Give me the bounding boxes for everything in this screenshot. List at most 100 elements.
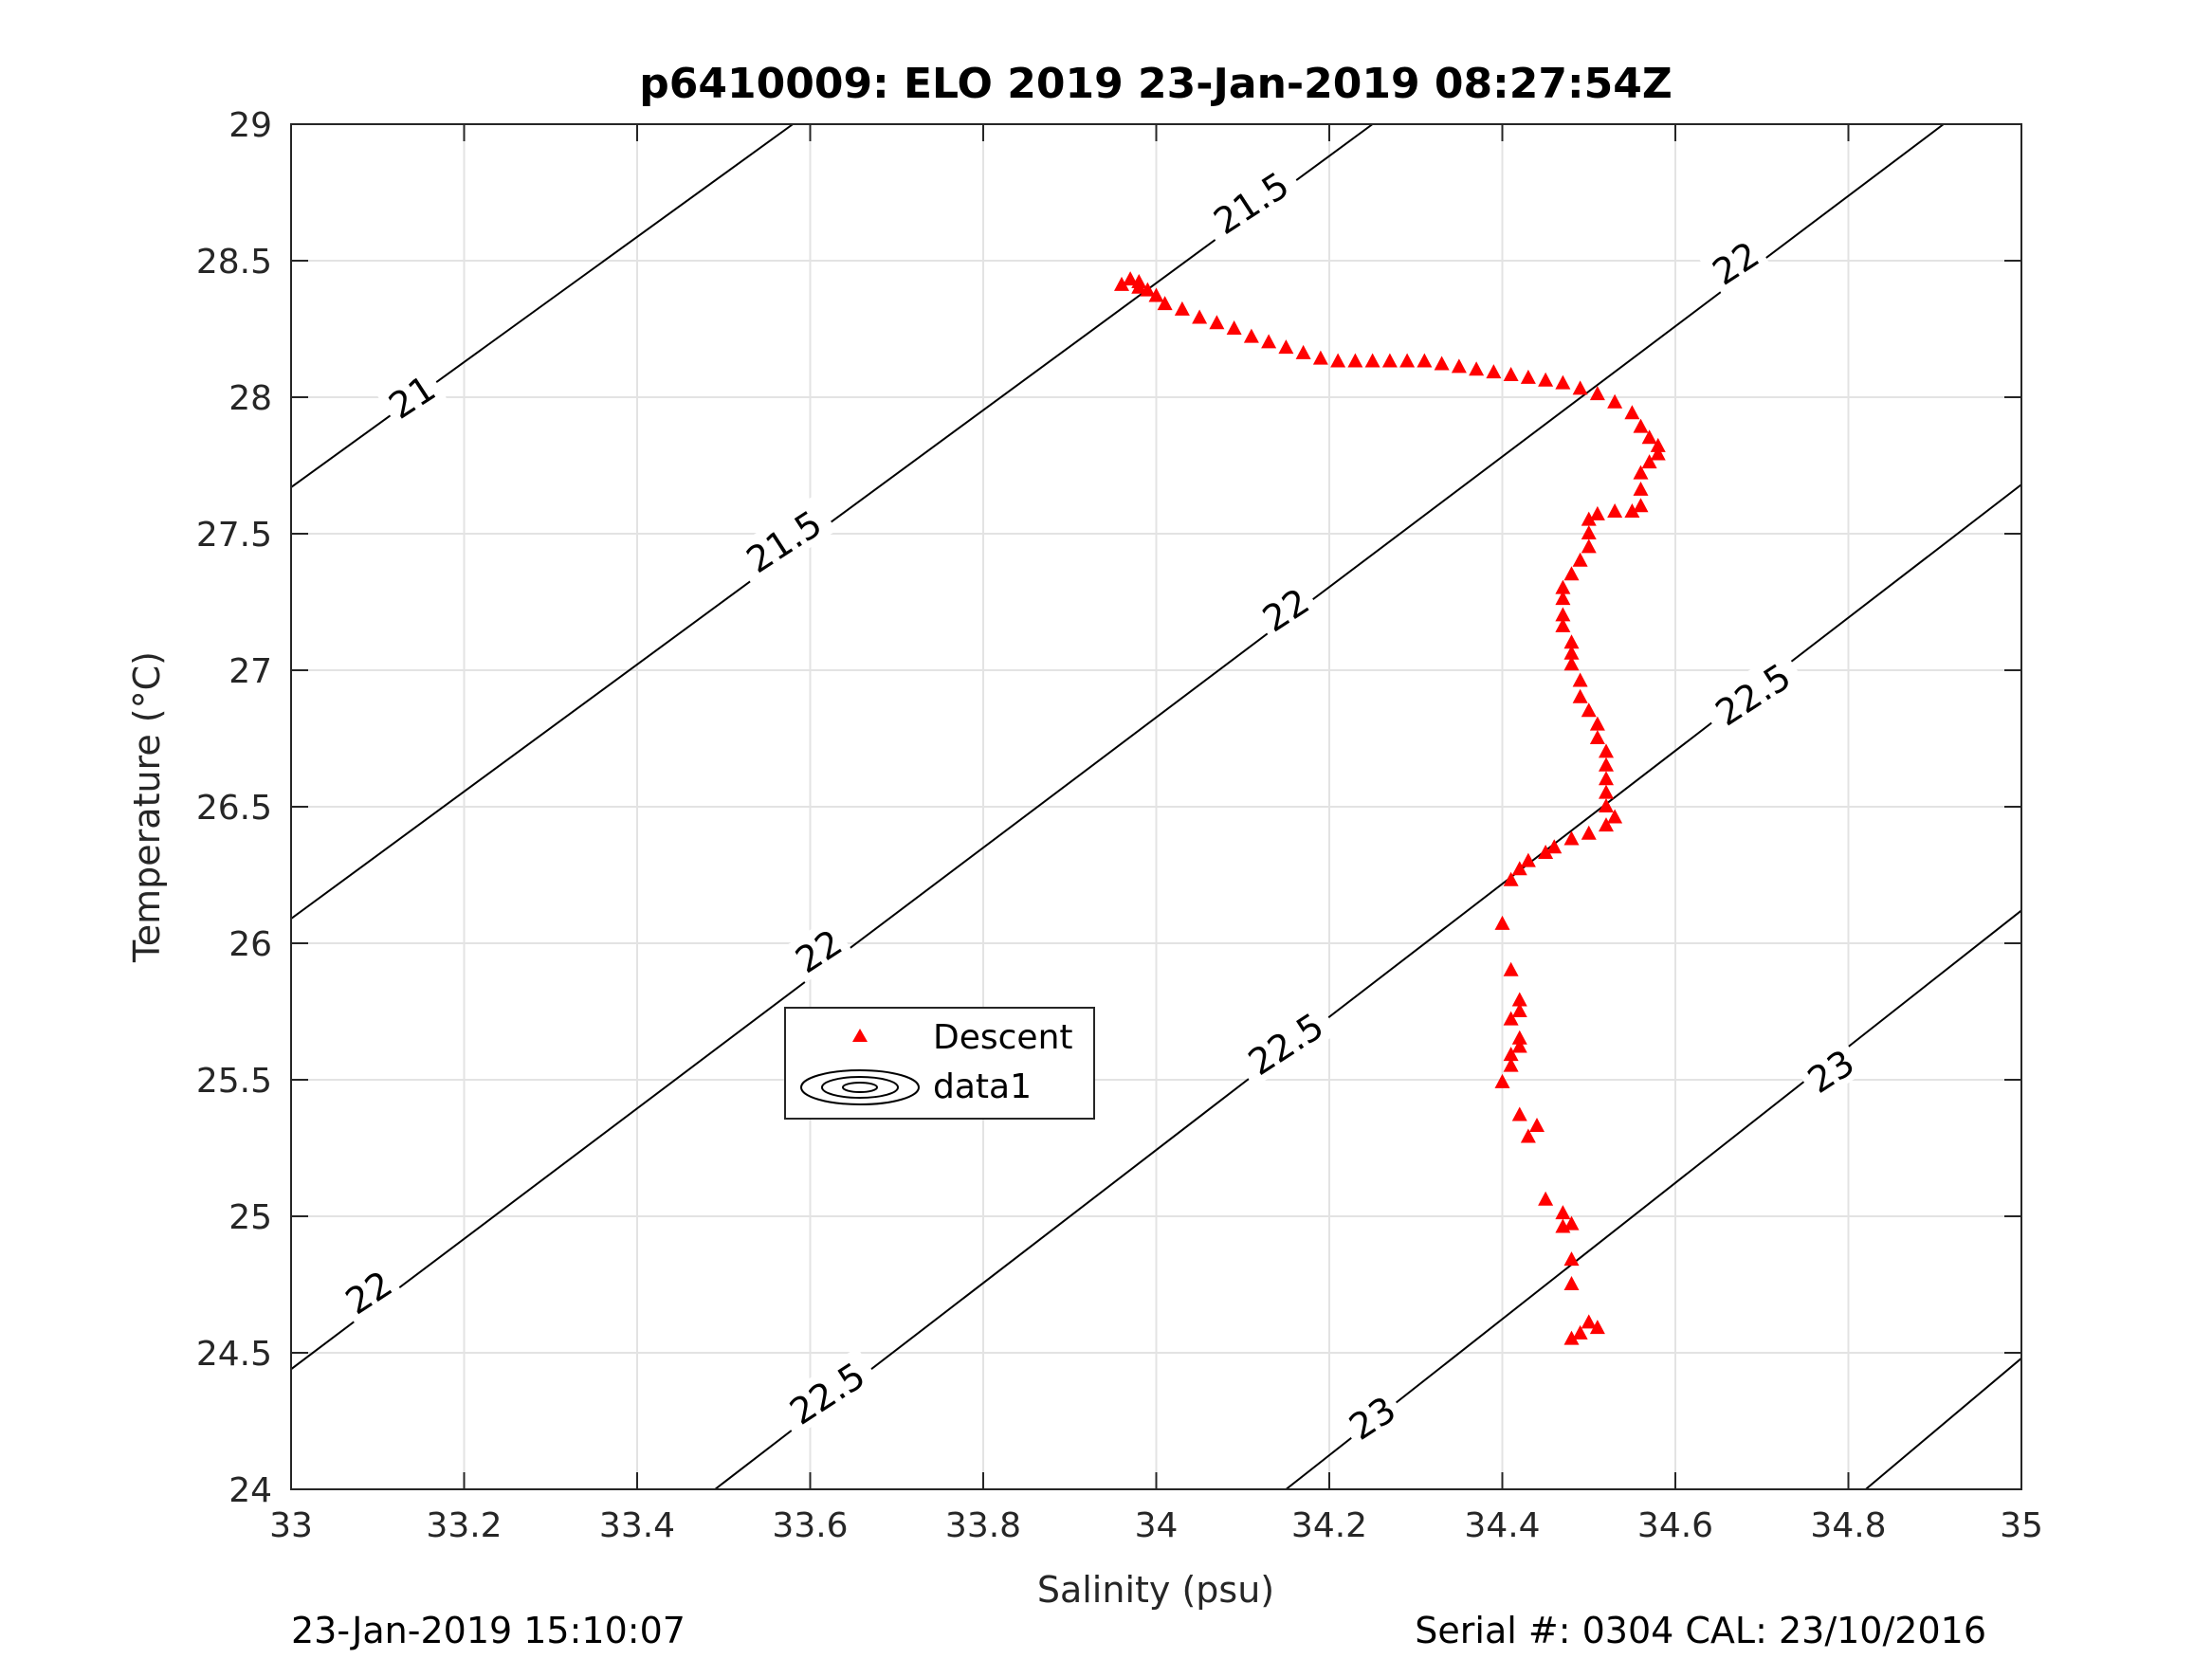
descent-point	[1555, 579, 1571, 594]
descent-point	[1243, 328, 1259, 343]
legend-descent-label: Descent	[933, 1018, 1073, 1057]
descent-point	[1581, 1314, 1597, 1329]
descent-point	[1434, 356, 1450, 371]
descent-points	[1114, 271, 1666, 1345]
descent-point	[1572, 688, 1588, 703]
isopycnal-contours	[291, 124, 2021, 1489]
descent-point	[1581, 702, 1597, 718]
descent-point	[1563, 1251, 1580, 1267]
legend-data1-label: data1	[933, 1067, 1032, 1106]
footer-serial-cal: Serial #: 0304 CAL: 23/10/2016	[1415, 1610, 1986, 1651]
y-tick-label: 24	[229, 1471, 272, 1510]
y-tick-label: 29	[229, 106, 272, 145]
descent-point	[1633, 418, 1649, 433]
contour-label-bg	[1336, 1383, 1407, 1450]
descent-point	[1538, 1191, 1554, 1206]
descent-point	[1572, 380, 1588, 395]
descent-point	[1581, 511, 1597, 526]
descent-point	[1589, 716, 1605, 731]
descent-point	[1511, 1003, 1527, 1017]
descent-point	[1581, 525, 1597, 539]
descent-point	[1555, 607, 1571, 622]
y-axis: 24 24.5 25 25.5 26 26.5 27 27.5 28 28.5 29	[196, 106, 2021, 1510]
descent-point	[1295, 344, 1311, 359]
descent-point	[1261, 334, 1277, 349]
x-tick-label: 33	[269, 1506, 313, 1545]
descent-point	[1503, 1011, 1519, 1026]
descent-point	[1589, 730, 1605, 744]
descent-point	[1494, 915, 1510, 930]
descent-point	[1226, 320, 1242, 335]
descent-point	[1520, 852, 1536, 867]
descent-point	[1563, 634, 1580, 649]
y-axis-label: Temperature (°C)	[126, 651, 168, 963]
y-tick-label: 27.5	[196, 516, 272, 555]
plot-content	[291, 124, 2021, 1489]
descent-point	[1538, 844, 1554, 859]
descent-point	[1330, 353, 1346, 368]
descent-point	[1563, 645, 1580, 660]
y-tick-label: 25	[229, 1198, 272, 1237]
legend-descent-marker	[852, 1029, 868, 1042]
descent-point	[1581, 538, 1597, 554]
contour-label-bg	[782, 917, 853, 983]
x-tick-label: 34.4	[1464, 1506, 1540, 1545]
descent-point	[1555, 374, 1571, 390]
descent-point	[1563, 1276, 1580, 1290]
contour-label-bg	[332, 1258, 404, 1324]
descent-point	[1599, 817, 1614, 832]
x-tick-label: 34	[1135, 1506, 1179, 1545]
descent-point	[1563, 656, 1580, 671]
descent-point	[1589, 386, 1605, 401]
descent-point	[1503, 366, 1519, 381]
chart-title: p6410009: ELO 2019 23-Jan-2019 08:27:54Z	[639, 60, 1672, 108]
y-tick-label: 24.5	[196, 1335, 272, 1374]
descent-point	[1599, 743, 1614, 758]
x-tick-label: 34.8	[1810, 1506, 1886, 1545]
contour-label-bg	[1699, 228, 1770, 295]
descent-point	[1157, 296, 1173, 311]
descent-point	[1563, 830, 1580, 846]
descent-point	[1599, 771, 1614, 786]
isopycnal-line	[291, 124, 1374, 920]
descent-point	[1624, 405, 1640, 420]
descent-point	[1503, 1057, 1519, 1072]
x-tick-label: 33.4	[599, 1506, 675, 1545]
descent-point	[1599, 757, 1614, 772]
descent-point	[1589, 505, 1605, 520]
descent-point	[1364, 353, 1380, 368]
isopycnal-line	[1285, 909, 2021, 1489]
legend-box	[784, 1007, 1095, 1120]
contour-label-bg	[1795, 1036, 1866, 1103]
descent-point	[1192, 309, 1208, 324]
isopycnal-line	[291, 124, 794, 488]
x-tick-label: 33.6	[772, 1506, 848, 1545]
isopycnal-line	[714, 483, 2021, 1489]
descent-point	[1633, 465, 1649, 480]
descent-point	[1123, 271, 1139, 286]
descent-point	[1511, 1038, 1527, 1053]
descent-point	[1607, 393, 1623, 409]
isopycnal-line	[1865, 1357, 2021, 1489]
descent-point	[1641, 454, 1657, 469]
descent-point	[1174, 301, 1190, 316]
descent-point	[1131, 279, 1147, 294]
contour-label-bg	[1698, 647, 1806, 738]
descent-point	[1451, 358, 1467, 374]
footer-timestamp: 23-Jan-2019 15:10:07	[291, 1610, 686, 1651]
descent-point	[1511, 1030, 1527, 1045]
descent-point	[1529, 1117, 1545, 1132]
y-tick-label: 25.5	[196, 1062, 272, 1101]
descent-point	[1563, 1330, 1580, 1345]
y-tick-label: 26.5	[196, 789, 272, 828]
descent-point	[1563, 1215, 1580, 1231]
descent-point	[1650, 437, 1666, 452]
x-tick-label: 33.2	[426, 1506, 502, 1545]
x-tick-label: 34.2	[1291, 1506, 1367, 1545]
descent-point	[1599, 784, 1614, 799]
descent-point	[1503, 1047, 1519, 1062]
y-tick-label: 28.5	[196, 243, 272, 282]
descent-point	[1278, 339, 1294, 355]
x-tick-label: 33.8	[945, 1506, 1021, 1545]
